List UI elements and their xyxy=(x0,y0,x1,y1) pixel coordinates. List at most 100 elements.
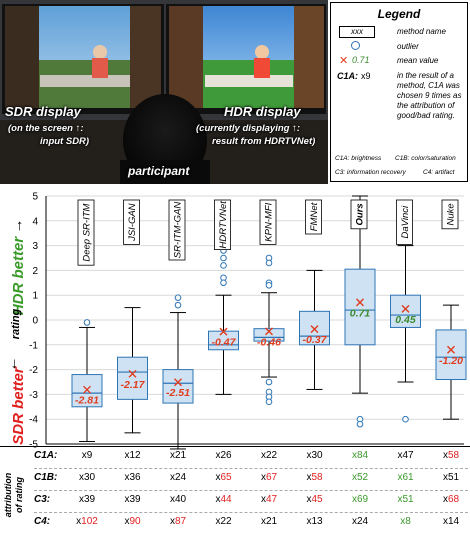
legend-method-box: xxx xyxy=(339,26,375,38)
mean-marker xyxy=(265,327,273,336)
method-name-label: SR-ITM-GAN xyxy=(173,202,184,259)
rating-boxplot-chart: HDR better → rating → SDR better 5 4 3 2 1 0 -… xyxy=(8,192,467,450)
legend-attr-desc-4: the attribution of xyxy=(397,101,455,110)
mean-marker xyxy=(174,378,182,387)
method-name-box xyxy=(350,199,368,230)
legend-attr-desc-5: good/bad rating. xyxy=(397,111,455,120)
legend-title: Legend xyxy=(377,7,421,21)
sdr-display-note-1: (on the screen ↑: xyxy=(8,123,84,134)
row-divider xyxy=(34,468,468,469)
method-name: JSI-GAN xyxy=(123,199,140,245)
mean-value-label: 0.45 xyxy=(395,314,416,326)
attribution-cell: x21 xyxy=(169,450,187,461)
outlier-point xyxy=(220,262,227,269)
mean-marker xyxy=(219,327,228,336)
y-tick-label: 0 xyxy=(32,316,38,327)
attribution-cell: x45 xyxy=(306,494,323,505)
attribution-table: attribution of rating C1A: x9 x12 x21 x26 x22… xyxy=(0,446,470,542)
outlier-point xyxy=(356,420,364,428)
method-name-label: Deep SR-ITM xyxy=(82,203,93,261)
attribution-cell: x39 xyxy=(78,494,96,505)
method-name-labels: Deep SR-ITM JSI-GAN SR-ITM-GAN HDRTVNet KPN-… xyxy=(77,199,459,266)
attribution-cell: x52 xyxy=(351,472,369,483)
outlier-icon xyxy=(351,41,360,50)
y-tick-label: -1 xyxy=(29,340,38,351)
mean-value-label: -2.17 xyxy=(121,379,146,391)
room-scene xyxy=(0,0,328,184)
mean-marker xyxy=(310,325,319,334)
box-iqr xyxy=(117,356,148,400)
sdr-display-note-2: input SDR) xyxy=(40,136,90,147)
method-name-box xyxy=(77,199,95,266)
outlier-point xyxy=(265,281,273,289)
y-tick-label: 3 xyxy=(32,241,38,252)
attribution-rows: C1A: x9 x12 x21 x26 x22 x30 x84 x47 x58 C1B: x30 x36… xyxy=(0,446,470,542)
hdr-display-note-1: (currently displaying ↑: xyxy=(196,123,300,134)
legend-attr-desc-1: in the result of a xyxy=(397,71,454,80)
mean-value-label: -1.20 xyxy=(439,355,463,367)
mean-value-label: -0.37 xyxy=(303,334,328,346)
legend-code-c3: C3: information recovery xyxy=(335,169,406,176)
y-tick-label: -3 xyxy=(29,390,38,401)
box-iqr xyxy=(299,310,330,346)
legend-attr-desc-2: method, C1A was xyxy=(397,81,460,90)
mean-marker xyxy=(128,369,137,378)
legend: Legend xxx method name outlier ✕ 0.71 me… xyxy=(330,2,468,182)
outlier-point xyxy=(174,301,182,309)
y-tick-label: 1 xyxy=(32,291,38,302)
box-iqr xyxy=(344,268,376,346)
attribution-cell: x30 xyxy=(306,450,323,461)
hdr-display-label: HDR display xyxy=(224,104,301,119)
down-arrow-icon: → xyxy=(8,357,25,372)
up-arrow-icon: → xyxy=(9,219,26,234)
legend-attr-desc-3: chosen 9 times as xyxy=(397,91,462,100)
table-top-rule xyxy=(0,446,470,447)
mean-value-label: 0.71 xyxy=(350,307,371,319)
method-name-label: KPN-MFI xyxy=(264,202,275,241)
box-group: 0.71 xyxy=(344,195,376,428)
row-divider xyxy=(34,490,468,491)
attribution-title-line-1: attribution xyxy=(3,472,13,517)
box-iqr xyxy=(253,328,285,342)
row-divider xyxy=(34,512,468,513)
attribution-cell: x87 xyxy=(169,516,187,527)
attribution-cell: x68 xyxy=(442,494,460,505)
box-iqr xyxy=(162,369,194,404)
attribution-cell: x8 xyxy=(400,516,411,527)
method-name: KPN-MFI xyxy=(259,199,277,245)
method-name-box xyxy=(123,199,140,245)
mean-marker xyxy=(447,345,455,354)
mean-value-label: -0.46 xyxy=(257,336,281,348)
hdr-display-note-2: result from HDRTVNet) xyxy=(212,136,316,147)
method-name-box xyxy=(168,199,186,261)
attribution-cell: x58 xyxy=(306,472,323,483)
box-group: -2.81 xyxy=(71,319,103,443)
mean-marker xyxy=(83,385,91,394)
method-name: Nuke xyxy=(441,199,459,230)
method-name-label: HDRTVNet xyxy=(218,201,229,249)
attribution-cell: x13 xyxy=(306,516,323,527)
legend-outlier-desc: outlier xyxy=(397,42,419,51)
outlier-point xyxy=(265,259,273,267)
attribution-cell: x47 xyxy=(260,494,278,505)
attribution-cell: x102 xyxy=(76,516,98,527)
mean-value-label: -0.47 xyxy=(212,337,237,349)
method-name-label: Ours xyxy=(355,203,366,225)
attribution-cell: x30 xyxy=(78,472,96,483)
method-name: FMNet xyxy=(305,199,322,235)
legend-method-desc: method name xyxy=(397,27,446,36)
attribution-row-label: C1A: xyxy=(34,450,58,461)
outlier-point xyxy=(220,254,227,262)
attribution-cell: x14 xyxy=(442,516,460,527)
legend-attr-example-count: x9 xyxy=(361,71,371,81)
method-name-box xyxy=(441,199,459,230)
box-iqr xyxy=(390,294,421,328)
legend-code-c1b: C1B: color/saturation xyxy=(395,155,456,162)
attribution-cell: x36 xyxy=(124,472,141,483)
box-iqr xyxy=(71,374,103,408)
attribution-cell: x51 xyxy=(442,472,460,483)
attribution-cell: x67 xyxy=(260,472,278,483)
attribution-title-line-2: of rating xyxy=(14,477,24,513)
outlier-point xyxy=(220,279,227,287)
y-tick-label: 4 xyxy=(32,216,38,227)
